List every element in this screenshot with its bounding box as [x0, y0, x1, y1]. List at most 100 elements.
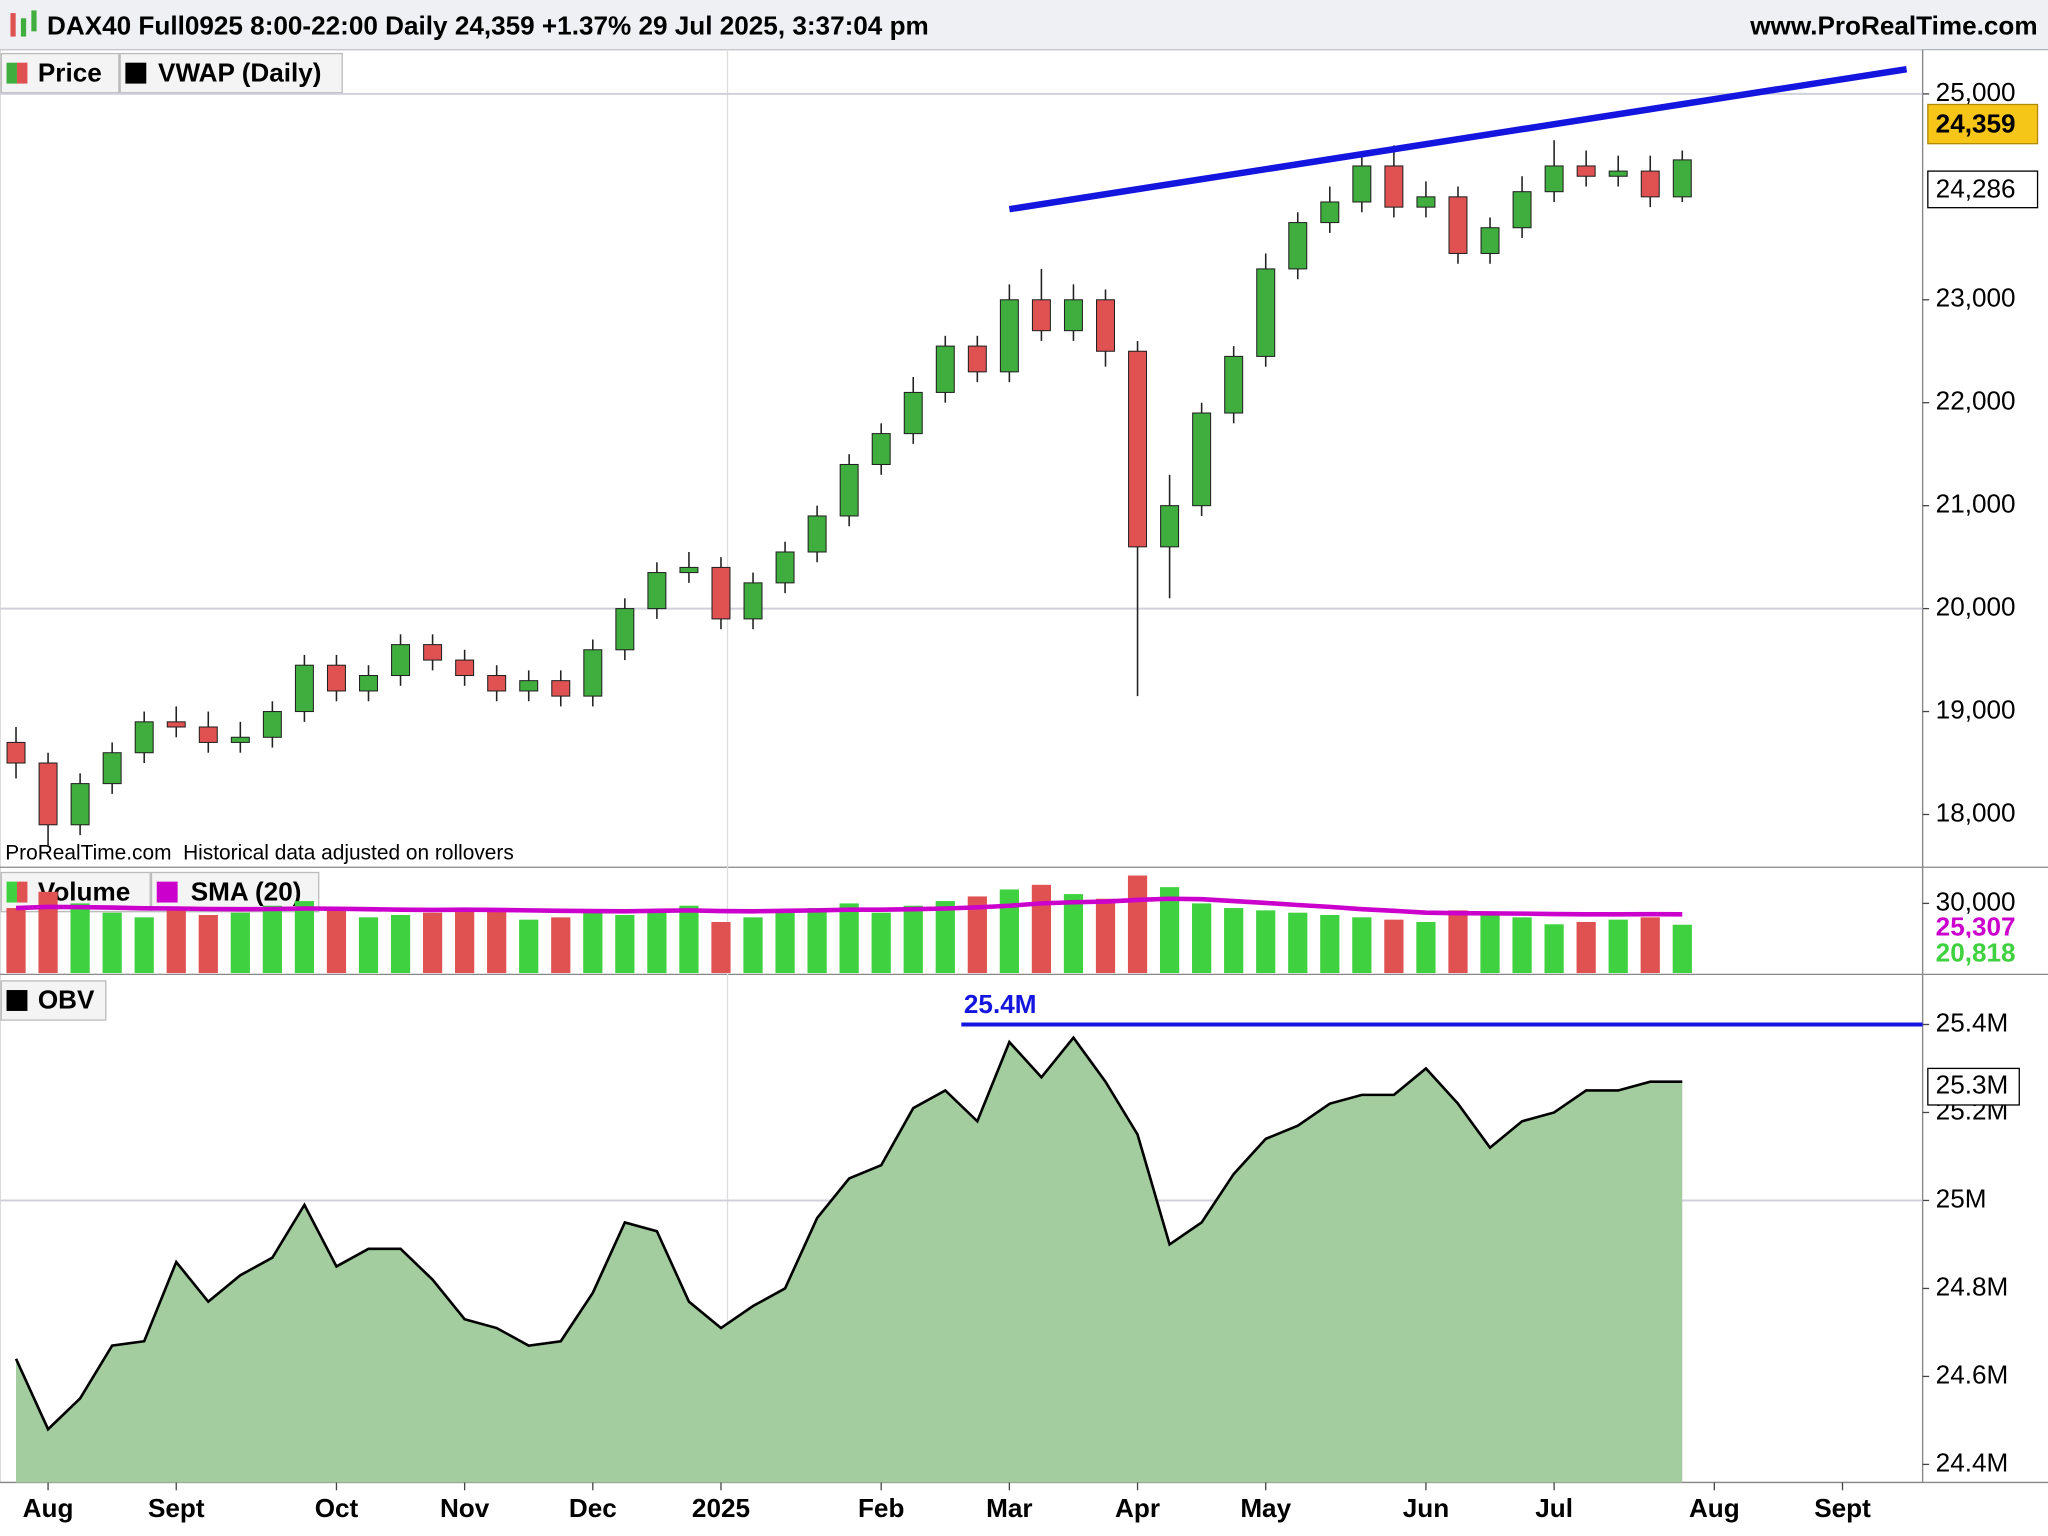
- volume-bar: [294, 901, 315, 974]
- candle-body: [134, 721, 154, 754]
- candle-body: [1672, 159, 1692, 198]
- volume-bar: [1480, 915, 1500, 974]
- y-tick-label: 18,000: [1936, 797, 2016, 827]
- legend-chip: [150, 871, 320, 913]
- vwap-box: [1927, 170, 2039, 209]
- volume-bar: [6, 908, 26, 974]
- volume-bar: [1127, 875, 1148, 974]
- legend-swatch: [16, 881, 28, 903]
- volume-bar: [679, 905, 699, 974]
- candle-body: [1384, 165, 1404, 208]
- candle-body: [230, 736, 250, 743]
- volume-last-label: 20,818: [1936, 938, 2016, 968]
- x-tick-label: Aug: [23, 1493, 74, 1523]
- volume-bar: [1544, 924, 1564, 974]
- y-tick-label: 23,000: [1936, 283, 2016, 313]
- volume-bar: [230, 912, 250, 974]
- volume-last-box: [1927, 937, 2038, 972]
- legend-label: OBV: [38, 985, 95, 1015]
- candle-body: [807, 515, 827, 553]
- x-tick-label: Mar: [986, 1493, 1032, 1523]
- volume-bar: [1608, 919, 1628, 974]
- footnote: ProRealTime.com Historical data adjusted…: [5, 842, 514, 865]
- candle-body: [198, 726, 218, 743]
- legend-swatch: [6, 881, 17, 903]
- candle-body: [711, 566, 731, 620]
- candle-body: [1640, 170, 1660, 198]
- volume-bar: [262, 905, 282, 974]
- x-tick-label: 2025: [692, 1493, 750, 1523]
- candle-body: [6, 741, 26, 764]
- volume-bar: [1352, 917, 1372, 974]
- x-tick-label: Apr: [1115, 1493, 1160, 1523]
- candle-body: [1608, 170, 1628, 177]
- candle-body: [294, 664, 314, 713]
- volume-bar: [1063, 894, 1084, 974]
- volume-bar: [871, 912, 891, 974]
- volume-bar: [455, 908, 475, 974]
- x-tick-label: Oct: [315, 1493, 359, 1523]
- volume-bar: [1031, 884, 1052, 974]
- candle-body: [967, 345, 987, 373]
- volume-bar: [166, 910, 186, 974]
- volume-bar: [1224, 908, 1244, 974]
- volume-bar: [1256, 910, 1276, 974]
- y-tick-label: 25,000: [1936, 77, 2016, 107]
- volume-bar: [358, 917, 379, 974]
- candle-body: [1160, 505, 1180, 548]
- x-tick-label: Jun: [1403, 1493, 1449, 1523]
- candle-body: [647, 572, 667, 610]
- candle-body: [487, 674, 507, 692]
- candle-body: [583, 649, 603, 697]
- legend-chip: [0, 52, 120, 94]
- app-icon: [10, 13, 16, 37]
- candle-body: [326, 664, 346, 692]
- volume-bar: [839, 903, 859, 974]
- y-tick-label: 21,000: [1936, 489, 2016, 519]
- legend-swatch: [6, 62, 17, 84]
- y-tick-label: 24.8M: [1936, 1271, 2009, 1301]
- legend-label: Price: [38, 57, 102, 87]
- volume-bar: [1576, 921, 1596, 974]
- obv-line: [14, 1035, 1683, 1432]
- volume-bar: [38, 891, 58, 974]
- candle-body: [935, 345, 955, 393]
- candle-body: [743, 582, 763, 620]
- volume-bar: [1384, 919, 1404, 974]
- volume-bar: [1672, 924, 1692, 974]
- obv-level-label: 25.4M: [964, 989, 1037, 1019]
- header-title: DAX40 Full0925 8:00-22:00 Daily 24,359 +…: [47, 10, 929, 40]
- x-tick-label: Sept: [148, 1493, 205, 1523]
- last-price-label: 24,359: [1936, 108, 2016, 138]
- obv-current-box: [1927, 1067, 2020, 1106]
- app-icon: [31, 10, 37, 32]
- volume-bar: [198, 915, 218, 974]
- candle-body: [1352, 165, 1372, 203]
- x-tick-label: Jul: [1535, 1493, 1573, 1523]
- candle-body: [775, 551, 795, 584]
- x-tick-label: Dec: [569, 1493, 617, 1523]
- candle-body: [1031, 299, 1051, 332]
- candle-body: [262, 711, 282, 738]
- candle-body: [423, 644, 443, 661]
- candle-body: [166, 721, 186, 728]
- volume-bar: [1512, 917, 1532, 974]
- legend-swatch: [16, 62, 28, 84]
- trendline: [1008, 65, 1908, 213]
- legend-swatch: [156, 881, 178, 903]
- candle-body: [1096, 299, 1115, 352]
- y-tick-label: 24.4M: [1936, 1447, 2009, 1477]
- volume-bar: [1640, 917, 1660, 974]
- candle-body: [1416, 196, 1436, 208]
- sma-last-label: 25,307: [1936, 912, 2016, 942]
- x-tick-label: Aug: [1689, 1493, 1740, 1523]
- volume-bar: [1288, 912, 1308, 974]
- y-tick-label: 22,000: [1936, 386, 2016, 416]
- volume-bar: [1095, 898, 1116, 974]
- volume-bar: [967, 896, 987, 974]
- y-tick-label: 20,000: [1936, 592, 2016, 622]
- candle-body: [1256, 268, 1276, 357]
- volume-bar: [70, 903, 90, 974]
- volume-bar: [1416, 921, 1436, 974]
